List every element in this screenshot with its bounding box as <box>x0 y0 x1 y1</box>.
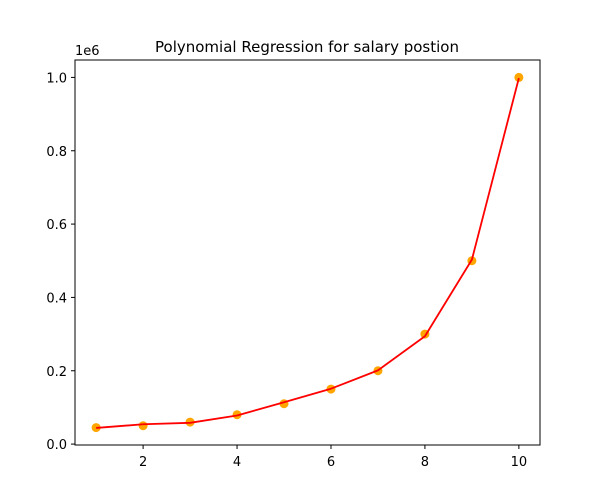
y-offset-text: 1e6 <box>75 44 100 59</box>
plot-frame <box>74 59 541 446</box>
y-tick-label: 0.8 <box>46 145 67 160</box>
series-layer <box>91 72 524 433</box>
x-tick-label: 8 <box>421 455 429 470</box>
y-tick-label: 0.2 <box>46 365 67 380</box>
chart-title: Polynomial Regression for salary postion <box>155 38 459 56</box>
y-tick-label: 0.0 <box>46 438 67 453</box>
axis-layer: 2 4 6 8 10 0.0 0.2 0.4 0.6 0.8 1.0 <box>46 59 541 470</box>
y-tick-label: 0.6 <box>46 218 67 233</box>
y-tick-label: 0.4 <box>46 291 67 306</box>
x-tick-label: 6 <box>327 455 335 470</box>
regression-line <box>96 77 520 429</box>
x-tick-label: 10 <box>511 455 528 470</box>
y-tick-label: 1.0 <box>46 71 67 86</box>
x-tick-label: 2 <box>139 455 147 470</box>
scatter-point <box>514 72 524 82</box>
scatter-point <box>138 421 148 431</box>
x-tick-label: 4 <box>233 455 241 470</box>
